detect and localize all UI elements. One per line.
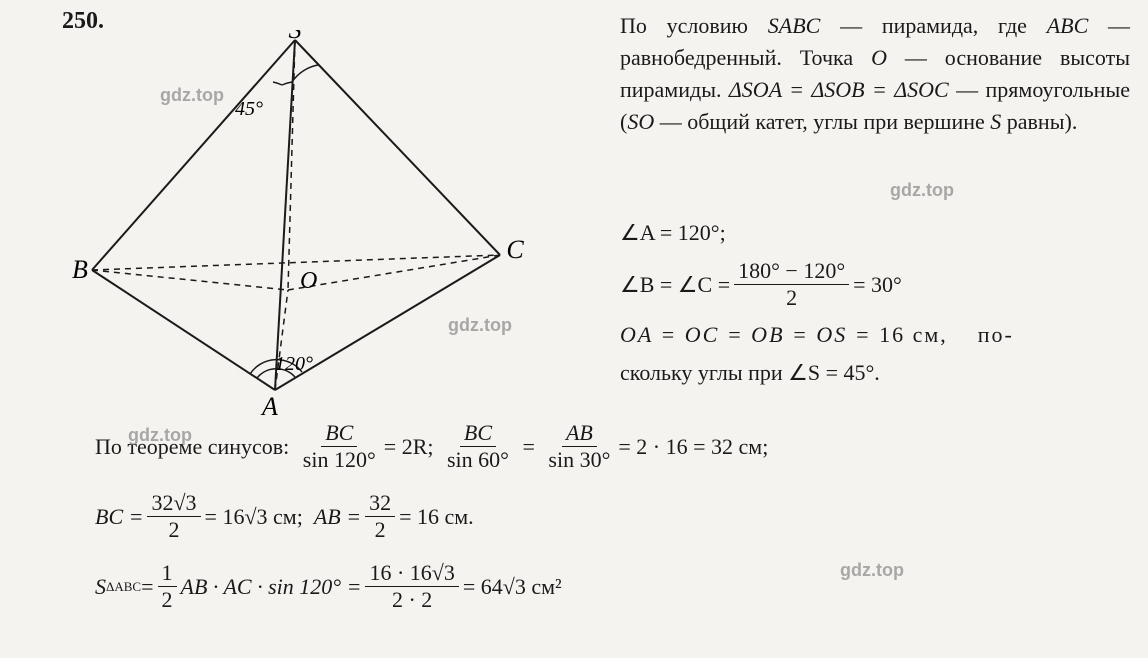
watermark: gdz.top	[160, 85, 224, 106]
label-o: O	[300, 268, 317, 294]
angle-bc-equation: ∠B = ∠C = 180° − 120° 2 = 30°	[620, 258, 1130, 311]
bc-ab-calculation: BC = 32√3 2 = 16√3 см; AB = 32 2 = 16 см…	[95, 490, 1115, 543]
watermark: gdz.top	[448, 315, 512, 336]
problem-text: По условию SABC — пирамида, где ABC — ра…	[620, 10, 1130, 140]
sinus-theorem-line: По теореме синусов: BC sin 120° = 2R; BC…	[95, 420, 1115, 473]
watermark: gdz.top	[128, 425, 192, 446]
area-calculation: SΔABC = 1 2 AB · AC · sin 120° = 16 · 16…	[95, 560, 1115, 613]
label-s: S	[289, 30, 302, 44]
since-text: скольку углы при ∠S = 45°.	[620, 360, 1130, 386]
angle-a-equation: ∠A = 120°;	[620, 220, 1130, 246]
label-b: B	[72, 255, 88, 284]
watermark: gdz.top	[840, 560, 904, 581]
oa-equation: OA = OC = OB = OS = 16 см, по-	[620, 322, 1130, 348]
label-120: 120°	[275, 353, 313, 375]
label-a: A	[260, 392, 278, 420]
pyramid-diagram: S A B C O 45° 120°	[60, 30, 600, 420]
label-45: 45°	[235, 98, 263, 120]
label-c: C	[506, 235, 524, 264]
watermark: gdz.top	[890, 180, 954, 201]
